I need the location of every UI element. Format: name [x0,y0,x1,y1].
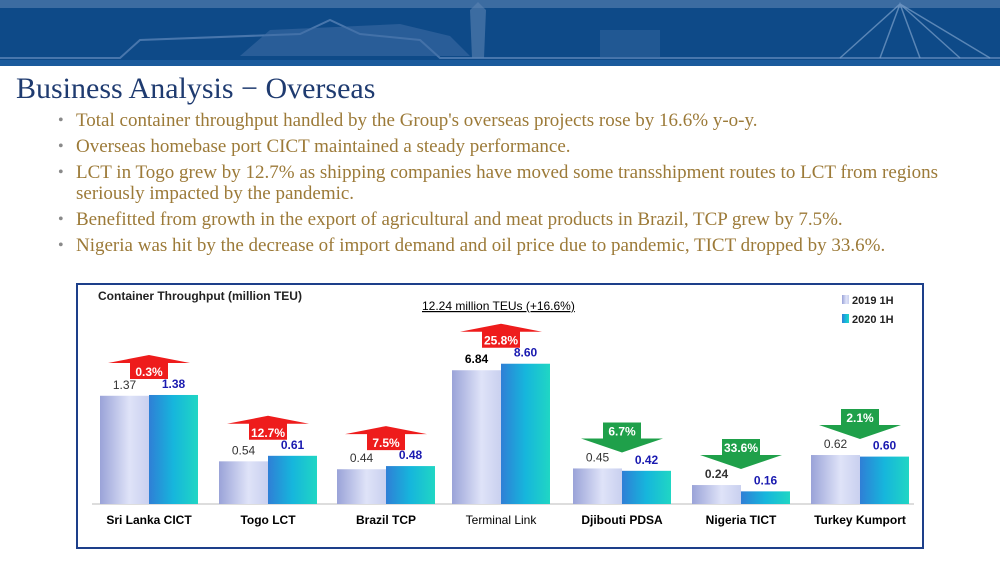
category-label-0: Sri Lanka CICT [106,513,192,527]
bar-group: 1.37 1.38 Sri Lanka CICT 0.3% 0.54 0.61 Togo L… [100,323,909,527]
category-label-1: Togo LCT [240,513,296,527]
bar-2020-5 [741,491,790,504]
value-label-2019-6: 0.62 [824,437,848,451]
category-label-3: Terminal Link [466,513,538,527]
chart-legend: 2019 1H 2020 1H [842,295,894,326]
change-label-0: 0.3% [135,365,163,379]
growth-up-arrow-1 [227,415,309,440]
growth-up-arrow-2 [345,426,427,451]
value-label-2019-4: 0.45 [586,450,610,464]
value-label-2020-6: 0.60 [873,439,897,453]
growth-up-arrow-3 [460,323,542,348]
bar-2020-4 [622,470,671,504]
bullet-text: Overseas homebase port CICT maintained a… [76,136,571,157]
header-banner [0,0,1000,66]
bullet-item: • LCT in Togo grew by 12.7% as shipping c… [58,162,978,204]
decline-down-arrow-4 [581,422,663,453]
bar-2020-1 [268,455,317,504]
bar-2019-6 [811,455,860,504]
bar-2020-6 [860,456,909,504]
bar-2019-5 [692,485,741,504]
bullet-item: • Benefitted from growth in the export of… [58,209,978,230]
bar-2020-3 [501,363,550,504]
value-label-2020-5: 0.16 [754,473,778,487]
port-skyline-graphic [0,0,1000,66]
value-label-2019-1: 0.54 [232,443,256,457]
bullet-list: • Total container throughput handled by t… [58,110,978,261]
legend-label-2020: 2020 1H [852,314,894,326]
page-title: Business Analysis − Overseas [16,72,376,105]
bar-2019-0 [100,395,149,504]
bullet-item: • Nigeria was hit by the decrease of impo… [58,235,978,256]
value-label-2019-3: 6.84 [465,352,489,366]
bar-2020-0 [149,394,198,504]
change-label-1: 12.7% [251,426,285,440]
bullet-item: • Overseas homebase port CICT maintained … [58,136,978,157]
value-label-2019-2: 0.44 [350,451,374,465]
value-label-2020-1: 0.61 [281,438,305,452]
category-label-5: Nigeria TICT [706,513,777,527]
bullet-text: LCT in Togo grew by 12.7% as shipping co… [76,162,938,204]
value-label-2019-5: 0.24 [705,467,729,481]
bullet-item: • Total container throughput handled by t… [58,110,978,131]
bar-2020-2 [386,466,435,504]
bullet-marker: • [58,138,64,155]
bullet-marker: • [58,112,64,129]
bullet-text: Nigeria was hit by the decrease of impor… [76,235,886,256]
bullet-marker: • [58,211,64,228]
legend-swatch-2019 [842,295,849,304]
category-label-6: Turkey Kumport [814,513,906,527]
bullet-text: Benefitted from growth in the export of … [76,209,843,230]
value-label-2020-3: 8.60 [514,346,538,360]
legend-swatch-2020 [842,314,849,323]
bar-2019-2 [337,469,386,504]
chart-subtitle: 12.24 million TEUs (+16.6%) [422,299,575,313]
value-label-2020-0: 1.38 [162,377,186,391]
bullet-marker: • [58,164,64,181]
legend-label-2019: 2019 1H [852,295,894,307]
decline-down-arrow-6 [819,409,901,440]
bar-2019-4 [573,468,622,504]
value-label-2020-2: 0.48 [399,448,423,462]
bullet-marker: • [58,237,64,254]
value-label-2019-0: 1.37 [113,378,137,392]
value-label-2020-4: 0.42 [635,453,659,467]
bar-2019-1 [219,461,268,504]
change-label-3: 25.8% [484,334,518,348]
decline-down-arrow-5 [700,439,782,470]
growth-up-arrow-0 [108,354,190,379]
category-label-2: Brazil TCP [356,513,416,527]
throughput-chart: Container Throughput (million TEU) 12.24… [76,283,924,549]
change-label-2: 7.5% [372,436,400,450]
chart-canvas: Container Throughput (million TEU) 12.24… [92,289,914,527]
change-label-6: 2.1% [846,411,874,425]
category-label-4: Djibouti PDSA [581,513,663,527]
bar-2019-3 [452,370,501,504]
chart-title: Container Throughput (million TEU) [98,289,302,303]
change-label-4: 6.7% [608,424,636,438]
change-label-5: 33.6% [724,441,758,455]
bullet-text: Total container throughput handled by th… [76,110,758,131]
